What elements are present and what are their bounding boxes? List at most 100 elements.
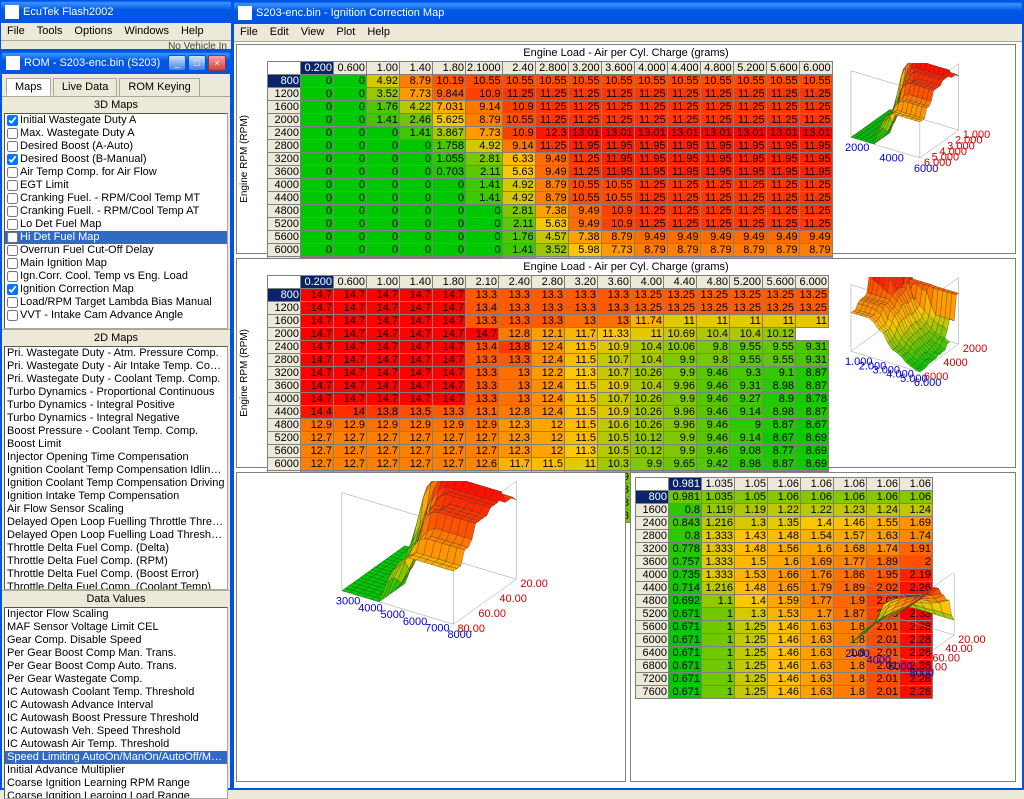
list-data-values[interactable]: Injector Flow ScalingMAF Sensor Voltage … xyxy=(4,607,228,799)
menu-edit[interactable]: Edit xyxy=(264,24,295,41)
menu-file[interactable]: File xyxy=(1,23,31,40)
list-item[interactable]: Ignition Correction Map xyxy=(5,283,227,296)
list-item[interactable]: Desired Boost (A-Auto) xyxy=(5,140,227,153)
checkbox[interactable] xyxy=(7,271,18,282)
list-item[interactable]: Boost Pressure - Coolant Temp. Comp. xyxy=(5,425,227,438)
minimize-button[interactable]: _ xyxy=(168,55,186,71)
section-3d-maps: 3D Maps xyxy=(2,96,230,113)
list-item[interactable]: IC Autowash Boost Pressure Threshold xyxy=(5,712,227,725)
tab-maps[interactable]: Maps xyxy=(6,78,51,96)
list-item[interactable]: Boost Limit xyxy=(5,438,227,451)
menu-help[interactable]: Help xyxy=(361,24,396,41)
checkbox[interactable] xyxy=(7,193,18,204)
surface-plot-3[interactable]: 30004000500060007000800020.0040.0060.008… xyxy=(261,481,601,761)
svg-text:5000: 5000 xyxy=(381,609,405,621)
menu-view[interactable]: View xyxy=(295,24,331,41)
menu-help[interactable]: Help xyxy=(175,23,210,40)
checkbox[interactable] xyxy=(7,115,18,126)
surface-plot-1[interactable]: 2000400060001.0002.0003.0004.0005.0006.0… xyxy=(801,63,1011,253)
list-item[interactable]: Air Flow Sensor Scaling xyxy=(5,503,227,516)
checkbox[interactable] xyxy=(7,297,18,308)
list-item[interactable]: Hi Det Fuel Map xyxy=(5,231,227,244)
menu-file[interactable]: File xyxy=(234,24,264,41)
checkbox[interactable] xyxy=(7,141,18,152)
rom-window: ROM - S203-enc.bin (S203) _ □ × MapsLive… xyxy=(0,50,232,790)
list-item[interactable]: Load/RPM Target Lambda Bias Manual xyxy=(5,296,227,309)
checkbox[interactable] xyxy=(7,310,18,321)
list-item[interactable]: Turbo Dynamics - Integral Positive xyxy=(5,399,227,412)
list-item[interactable]: Initial Wastegate Duty A xyxy=(5,114,227,127)
list-item[interactable]: IC Autowash Air Temp. Threshold xyxy=(5,738,227,751)
list-2d-maps[interactable]: Pri. Wastegate Duty - Atm. Pressure Comp… xyxy=(4,346,228,590)
checkbox[interactable] xyxy=(7,284,18,295)
main-titlebar[interactable]: EcuTek Flash2002 xyxy=(1,1,231,23)
list-item[interactable]: Delayed Open Loop Fuelling Load Threshol… xyxy=(5,529,227,542)
menu-tools[interactable]: Tools xyxy=(31,23,69,40)
list-item[interactable]: EGT Limit xyxy=(5,179,227,192)
checkbox[interactable] xyxy=(7,219,18,230)
doc-titlebar[interactable]: S203-enc.bin - Ignition Correction Map xyxy=(234,2,1022,24)
checkbox[interactable] xyxy=(7,258,18,269)
list-item[interactable]: Ignition Coolant Temp Compensation Drivi… xyxy=(5,477,227,490)
checkbox[interactable] xyxy=(7,232,18,243)
menu-windows[interactable]: Windows xyxy=(118,23,175,40)
list-item[interactable]: Injector Flow Scaling xyxy=(5,608,227,621)
list-item[interactable]: Lo Det Fuel Map xyxy=(5,218,227,231)
list-item[interactable]: Coarse Ignition Learning Load Range xyxy=(5,790,227,799)
panel2-title: Engine Load - Air per Cyl. Charge (grams… xyxy=(237,259,1015,275)
list-item[interactable]: Main Ignition Map xyxy=(5,257,227,270)
list-item[interactable]: Throttle Delta Fuel Comp. (Delta) xyxy=(5,542,227,555)
rom-tabs: MapsLive DataROM Keying xyxy=(6,78,226,96)
list-item[interactable]: Injector Opening Time Compensation xyxy=(5,451,227,464)
list-item[interactable]: MAF Sensor Voltage Limit CEL xyxy=(5,621,227,634)
list-item[interactable]: Turbo Dynamics - Integral Negative xyxy=(5,412,227,425)
maximize-button[interactable]: □ xyxy=(188,55,206,71)
main-menubar: FileToolsOptionsWindowsHelp xyxy=(1,23,231,41)
list-item[interactable]: Initial Advance Multiplier xyxy=(5,764,227,777)
close-button[interactable]: × xyxy=(208,55,226,71)
checkbox[interactable] xyxy=(7,154,18,165)
checkbox[interactable] xyxy=(7,128,18,139)
checkbox[interactable] xyxy=(7,245,18,256)
list-item[interactable]: Per Gear Wastegate Comp. xyxy=(5,673,227,686)
list-item[interactable]: Per Gear Boost Comp Man. Trans. xyxy=(5,647,227,660)
list-item[interactable]: Throttle Delta Fuel Comp. (Boost Error) xyxy=(5,568,227,581)
tab-rom-keying[interactable]: ROM Keying xyxy=(119,78,199,96)
list-item[interactable]: IC Autowash Coolant Temp. Threshold xyxy=(5,686,227,699)
list-item[interactable]: Max. Wastegate Duty A xyxy=(5,127,227,140)
app-icon xyxy=(5,5,19,19)
list-item[interactable]: Pri. Wastegate Duty - Coolant Temp. Comp… xyxy=(5,373,227,386)
surface-plot-4[interactable]: 200040006000800020.0040.0060.0080.00 xyxy=(801,573,1011,761)
list-item[interactable]: Throttle Delta Fuel Comp. (Coolant Temp) xyxy=(5,581,227,590)
checkbox[interactable] xyxy=(7,206,18,217)
list-item[interactable]: Cranking Fuell. - RPM/Cool Temp AT xyxy=(5,205,227,218)
list-item[interactable]: Per Gear Boost Comp Auto. Trans. xyxy=(5,660,227,673)
list-item[interactable]: Pri. Wastegate Duty - Atm. Pressure Comp… xyxy=(5,347,227,360)
surface-plot-2[interactable]: 1.0002.0003.0004.0005.0006.0002000400060… xyxy=(801,277,1011,467)
list-item[interactable]: Overrun Fuel Cut-Off Delay xyxy=(5,244,227,257)
list-item[interactable]: VVT - Intake Cam Advance Angle xyxy=(5,309,227,322)
list-item[interactable]: Turbo Dynamics - Proportional Continuous xyxy=(5,386,227,399)
list-item[interactable]: Gear Comp. Disable Speed xyxy=(5,634,227,647)
list-item[interactable]: Pri. Wastegate Duty - Air Intake Temp. C… xyxy=(5,360,227,373)
checkbox[interactable] xyxy=(7,167,18,178)
list-item[interactable]: Ignition Intake Temp Compensation xyxy=(5,490,227,503)
rom-titlebar[interactable]: ROM - S203-enc.bin (S203) _ □ × xyxy=(2,52,230,74)
list-item[interactable]: Throttle Delta Fuel Comp. (RPM) xyxy=(5,555,227,568)
tab-live-data[interactable]: Live Data xyxy=(53,78,117,96)
list-item[interactable]: Ign.Corr. Cool. Temp vs Eng. Load xyxy=(5,270,227,283)
list-item[interactable]: Coarse Ignition Learning RPM Range xyxy=(5,777,227,790)
list-item[interactable]: IC Autowash Advance Interval xyxy=(5,699,227,712)
list-item[interactable]: Speed Limiting AutoOn/ManOn/AutoOff/ManO… xyxy=(5,751,227,764)
list-item[interactable]: IC Autowash Veh. Speed Threshold xyxy=(5,725,227,738)
list-item[interactable]: Delayed Open Loop Fuelling Throttle Thre… xyxy=(5,516,227,529)
svg-text:4000: 4000 xyxy=(358,602,382,614)
list-3d-maps[interactable]: Initial Wastegate Duty AMax. Wastegate D… xyxy=(4,113,228,329)
menu-plot[interactable]: Plot xyxy=(330,24,361,41)
list-item[interactable]: Cranking Fuel. - RPM/Cool Temp MT xyxy=(5,192,227,205)
checkbox[interactable] xyxy=(7,180,18,191)
list-item[interactable]: Desired Boost (B-Manual) xyxy=(5,153,227,166)
list-item[interactable]: Ignition Coolant Temp Compensation Idlin… xyxy=(5,464,227,477)
list-item[interactable]: Air Temp Comp. for Air Flow xyxy=(5,166,227,179)
menu-options[interactable]: Options xyxy=(68,23,118,40)
